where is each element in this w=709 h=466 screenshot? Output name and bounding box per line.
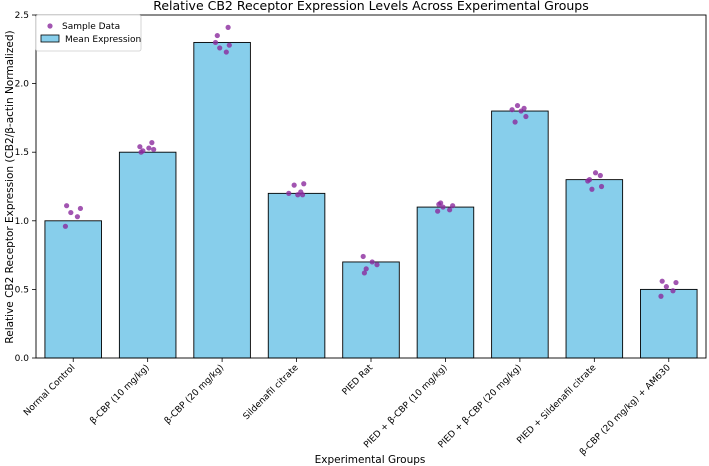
sample-point: [435, 208, 441, 214]
sample-point: [149, 140, 155, 146]
sample-point: [509, 107, 515, 113]
sample-point: [663, 284, 669, 290]
bar-mean-expression: [416, 206, 475, 359]
sample-point: [447, 207, 453, 213]
bar-mean-expression: [267, 192, 326, 359]
sample-point: [374, 262, 380, 268]
sample-point: [670, 288, 676, 294]
x-tick-label: β-CBP (20 mg/kg) + AM630: [578, 363, 673, 458]
sample-point: [518, 108, 524, 114]
sample-point: [450, 203, 456, 209]
x-tick-label: β-CBP (10 mg/kg): [88, 363, 151, 426]
bar-mean-expression: [640, 288, 698, 359]
sample-point: [64, 203, 70, 209]
sample-point: [673, 279, 679, 286]
sample-point: [223, 49, 229, 55]
sample-point: [360, 253, 366, 260]
sample-point: [286, 190, 292, 196]
sample-point: [658, 293, 664, 299]
sample-point: [226, 42, 232, 48]
y-tick-label: 2.0: [15, 80, 30, 90]
sample-point: [512, 119, 518, 125]
sample-point: [214, 32, 220, 39]
sample-point: [295, 192, 301, 198]
x-axis-title: Experimental Groups: [315, 454, 426, 466]
sample-point: [514, 102, 521, 109]
y-axis-title: Relative CB2 Receptor Expression (CB2/β-…: [4, 30, 16, 343]
sample-point: [299, 192, 306, 198]
sample-point: [225, 24, 231, 30]
y-tick-label: 2.5: [15, 11, 29, 21]
legend-sample-label: Sample Data: [62, 22, 120, 32]
legend-frame: [35, 14, 142, 52]
sample-point: [217, 45, 223, 51]
x-tick-label: PIED + β-CBP (10 mg/kg): [362, 363, 449, 450]
y-tick-label: 1.0: [15, 217, 30, 227]
sample-point: [369, 259, 375, 265]
legend-mean-swatch: [40, 34, 60, 43]
plot-area: 0.0 0.5 1.0 1.5 2.0 2.5 Normal Control β-CBP (1…: [15, 11, 707, 458]
sample-point: [585, 178, 591, 184]
sample-point: [62, 223, 69, 229]
legend-mean-label: Mean Expression: [65, 35, 141, 45]
sample-point: [598, 183, 605, 190]
y-tick-label: 0.5: [15, 285, 29, 295]
bar-mean-expression: [193, 41, 251, 359]
sample-point: [151, 146, 157, 153]
sample-point: [301, 181, 307, 187]
sample-point: [597, 172, 603, 179]
sample-point: [363, 266, 369, 272]
x-tick-label: PIED Rat: [341, 363, 376, 398]
x-tick-label: PIED + Sildenafil citrate: [515, 363, 598, 446]
sample-point: [440, 204, 446, 210]
bar-mean-expression: [44, 220, 102, 359]
sample-point: [291, 182, 297, 188]
legend-sample-marker: [47, 23, 53, 29]
sample-point: [146, 145, 152, 151]
sample-point: [212, 39, 219, 46]
sample-point: [361, 270, 367, 276]
sample-point: [74, 214, 81, 220]
sample-point: [77, 205, 84, 212]
y-tick-label: 0.0: [15, 354, 30, 364]
y-tick-label: 1.5: [15, 148, 29, 158]
sample-point: [436, 201, 442, 207]
x-tick-label: Sildenafil citrate: [242, 363, 301, 422]
sample-point: [659, 278, 665, 284]
x-tick-label: β-CBP (20 mg/kg): [163, 363, 226, 426]
x-tick-label: PIED + β-CBP (20 mg/kg): [437, 363, 524, 450]
sample-point: [137, 144, 143, 150]
bar-mean-expression: [118, 151, 177, 359]
legend: Sample Data Mean Expression: [35, 14, 142, 52]
sample-point: [138, 149, 144, 155]
sample-point: [523, 113, 529, 120]
sample-point: [68, 209, 74, 216]
x-tick-label: Normal Control: [22, 363, 77, 418]
bar-mean-expression: [565, 179, 624, 359]
sample-point: [589, 186, 595, 192]
bar-mean-expression: [491, 110, 549, 359]
bar-mean-expression: [342, 261, 400, 359]
chart-title: Relative CB2 Receptor Expression Levels …: [153, 0, 589, 13]
sample-point: [592, 170, 599, 176]
